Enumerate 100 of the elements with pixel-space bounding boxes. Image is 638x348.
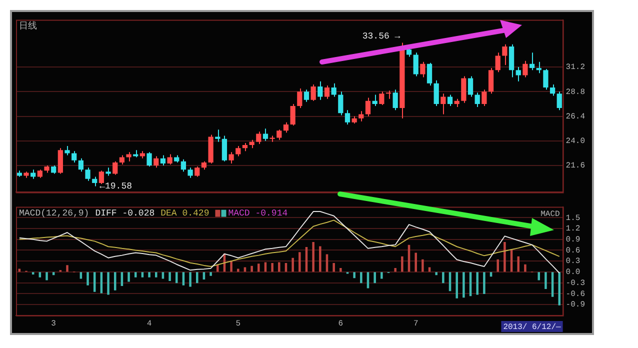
candlestick	[556, 91, 562, 111]
candlestick	[413, 52, 418, 77]
annotation: MACD	[540, 210, 560, 219]
candlestick	[188, 167, 193, 178]
candlestick	[112, 160, 118, 176]
bar	[162, 272, 164, 279]
bar	[100, 272, 103, 294]
bar	[182, 272, 185, 286]
candlestick	[92, 176, 98, 187]
bar	[86, 272, 89, 286]
candlestick	[447, 94, 453, 106]
bar	[237, 268, 240, 272]
bar	[93, 272, 96, 292]
candlestick	[536, 61, 542, 74]
bar	[353, 272, 356, 278]
bar	[544, 272, 547, 289]
candlestick	[392, 89, 398, 111]
bar	[141, 272, 144, 278]
bar	[154, 272, 158, 278]
candlestick	[304, 89, 310, 102]
candlestick	[543, 68, 548, 90]
bar	[80, 272, 82, 279]
bar	[435, 272, 438, 276]
bar	[462, 272, 465, 298]
y-tick-label: 21.6	[566, 162, 586, 171]
bar	[380, 272, 383, 279]
bar	[250, 266, 253, 272]
text: DIFF -0.028	[95, 208, 155, 219]
y-tick-label: 31.2	[566, 63, 586, 72]
candlestick	[228, 152, 234, 164]
legend-label: MACD -0.914	[228, 208, 288, 219]
bar	[558, 272, 561, 306]
candlestick	[194, 166, 200, 178]
bar	[278, 262, 280, 272]
candlestick	[379, 91, 384, 106]
x-tick-label: 7	[413, 319, 418, 328]
candlestick	[516, 66, 521, 82]
candlestick	[310, 84, 316, 102]
bar	[168, 272, 171, 281]
candlestick	[344, 110, 350, 125]
candlestick	[256, 131, 262, 144]
candlestick	[180, 158, 186, 172]
y-tick-label: -0.9	[566, 300, 586, 310]
y-tick-label: 1.5	[566, 214, 580, 223]
candlestick	[502, 44, 508, 66]
candlestick	[30, 169, 36, 180]
bar	[517, 256, 520, 272]
y-tick-label: 0.3	[566, 257, 580, 266]
candlestick	[126, 152, 132, 162]
x-tick-label: 5	[236, 319, 241, 328]
bar	[202, 272, 206, 280]
bar	[128, 272, 130, 282]
bar	[114, 272, 116, 290]
chart-title: 日线	[19, 20, 37, 32]
candlestick	[167, 154, 172, 165]
y-tick-label: -0.3	[566, 278, 586, 288]
bar	[476, 272, 478, 295]
y-tick-label: 28.8	[566, 88, 586, 97]
candlestick	[236, 146, 241, 157]
candlestick	[72, 150, 77, 163]
candlestick	[522, 60, 528, 78]
bar	[216, 264, 219, 272]
y-tick-label: 0.0	[566, 268, 580, 278]
candlestick	[550, 84, 556, 96]
candlestick	[331, 82, 336, 98]
bar	[210, 272, 212, 276]
candlestick	[318, 80, 323, 100]
bar	[66, 265, 68, 272]
y-tick-label: 1.2	[566, 224, 580, 234]
candlestick	[468, 76, 474, 98]
x-tick-label: 3	[51, 319, 56, 328]
bar	[496, 259, 499, 272]
candlestick	[426, 62, 432, 86]
bar	[360, 272, 362, 284]
candlestick	[482, 89, 487, 106]
candlestick	[64, 146, 70, 156]
bar	[504, 242, 506, 272]
y-tick-label: 24.0	[566, 137, 586, 146]
candlestick	[215, 129, 220, 142]
candlestick	[461, 76, 466, 104]
y-tick-label: -0.6	[566, 290, 586, 299]
candlestick	[488, 68, 494, 94]
bar	[394, 268, 396, 272]
bar	[18, 268, 21, 272]
bar	[189, 272, 192, 287]
bar	[175, 272, 178, 284]
bar	[284, 262, 288, 272]
bar	[340, 268, 342, 272]
bar	[38, 272, 42, 278]
candlestick	[78, 158, 84, 172]
candlestick	[146, 152, 152, 168]
candlestick	[119, 154, 125, 165]
bar	[292, 258, 294, 272]
candlestick	[58, 148, 63, 174]
candlestick	[283, 122, 289, 134]
annotation: 33.56 →	[362, 32, 401, 42]
y-tick-label: 0.9	[566, 236, 580, 245]
bar	[107, 272, 110, 295]
bar	[422, 259, 424, 272]
bar	[538, 272, 540, 280]
